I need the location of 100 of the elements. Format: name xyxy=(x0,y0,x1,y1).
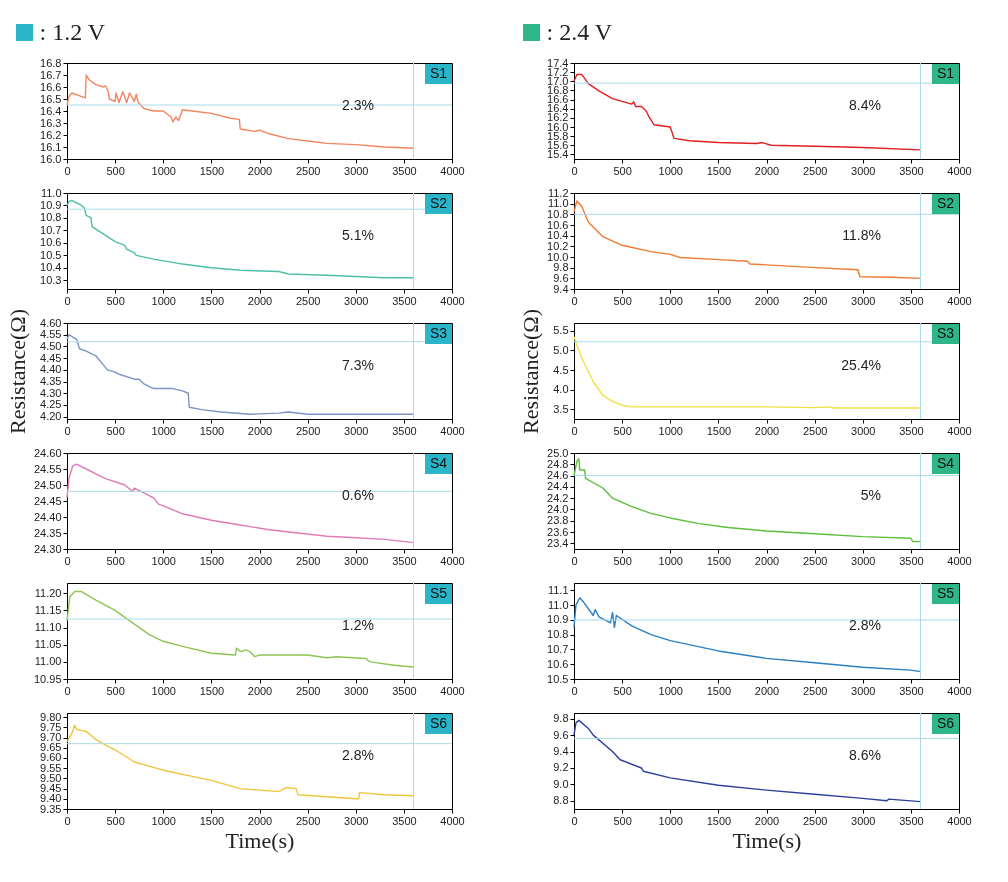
y-tick-label: 11.00 xyxy=(34,655,62,668)
y-axis-title: Resistance(Ω) xyxy=(5,308,31,435)
y-tick-label: 9.75 xyxy=(40,720,62,733)
x-tick-label: 1000 xyxy=(151,684,176,697)
y-tick-label: 10.7 xyxy=(40,223,62,236)
chart-title: : 2.4 V xyxy=(546,19,613,45)
x-tick-label: 1500 xyxy=(706,684,732,697)
x-tick-label: 2000 xyxy=(247,424,273,437)
x-tick-label: 500 xyxy=(106,814,125,827)
x-tick-label: 2500 xyxy=(802,554,828,567)
annotation: 2.8% xyxy=(342,747,374,764)
y-tick-label: 24.45 xyxy=(33,494,62,507)
y-tick-label: 11.0 xyxy=(547,197,569,210)
x-tick-label: 500 xyxy=(106,164,125,177)
y-tick-label: 11.10 xyxy=(34,621,62,634)
y-tick-label: 9.2 xyxy=(553,761,569,774)
y-tick-label: 16.6 xyxy=(40,80,62,93)
x-tick-label: 3000 xyxy=(344,294,369,307)
y-tick-label: 10.4 xyxy=(547,229,569,242)
y-tick-label: 16.1 xyxy=(40,140,62,153)
x-tick-label: 3500 xyxy=(392,814,417,827)
x-tick-label: 3000 xyxy=(344,684,369,697)
y-tick-label: 24.35 xyxy=(33,526,62,539)
x-tick-label: 500 xyxy=(613,684,632,697)
annotation: 5% xyxy=(860,487,881,504)
x-tick-label: 1500 xyxy=(199,814,225,827)
x-tick-label: 1500 xyxy=(706,814,732,827)
x-tick-label: 1000 xyxy=(151,814,176,827)
y-tick-label: 10.7 xyxy=(547,642,569,655)
x-tick-label: 3500 xyxy=(899,814,924,827)
x-tick-label: 1000 xyxy=(658,424,683,437)
x-tick-label: 4000 xyxy=(947,164,972,177)
y-tick-label: 16.4 xyxy=(40,104,62,117)
y-tick-label: 11.2 xyxy=(547,186,569,199)
annotation: 8.4% xyxy=(849,97,881,114)
x-tick-label: 3500 xyxy=(392,554,417,567)
y-tick-label: 10.6 xyxy=(40,236,62,249)
y-tick-label: 11.1 xyxy=(547,583,569,596)
x-tick-label: 500 xyxy=(106,554,125,567)
x-tick-label: 4000 xyxy=(947,294,972,307)
x-tick-label: 3000 xyxy=(344,424,369,437)
y-tick-label: 9.6 xyxy=(553,728,569,741)
x-tick-label: 3500 xyxy=(899,294,924,307)
y-tick-label: 11.0 xyxy=(40,186,62,199)
x-tick-label: 500 xyxy=(613,424,632,437)
x-tick-label: 3000 xyxy=(851,814,876,827)
annotation: 2.8% xyxy=(849,617,881,634)
y-tick-label: 16.5 xyxy=(40,92,62,105)
x-tick-label: 500 xyxy=(106,424,125,437)
y-tick-label: 4.50 xyxy=(40,339,62,352)
x-tick-label: 1000 xyxy=(658,684,683,697)
y-tick-label: 4.35 xyxy=(40,375,62,388)
x-tick-label: 4000 xyxy=(440,684,465,697)
x-tick-label: 1000 xyxy=(658,164,683,177)
annotation: 5.1% xyxy=(342,227,374,244)
y-tick-label: 10.8 xyxy=(40,211,62,224)
y-tick-label: 23.4 xyxy=(547,536,569,549)
x-tick-label: 4000 xyxy=(947,554,972,567)
y-tick-label: 10.4 xyxy=(40,261,62,274)
x-tick-label: 3000 xyxy=(344,554,369,567)
y-tick-label: 4.20 xyxy=(40,410,62,423)
x-tick-label: 4000 xyxy=(440,554,465,567)
annotation: S6 xyxy=(936,715,955,731)
y-tick-label: 10.5 xyxy=(40,248,62,261)
annotation: 11.8% xyxy=(842,227,881,244)
y-tick-label: 9.40 xyxy=(40,792,62,805)
y-tick-label: 24.50 xyxy=(33,478,62,491)
y-axis-title: Resistance(Ω) xyxy=(518,308,544,435)
x-tick-label: 1500 xyxy=(706,294,732,307)
x-tick-label: 4000 xyxy=(440,814,465,827)
x-tick-label: 2000 xyxy=(247,814,273,827)
y-tick-label: 24.2 xyxy=(547,491,569,504)
x-axis-title: Time(s) xyxy=(732,827,802,853)
x-tick-label: 1000 xyxy=(658,294,683,307)
x-tick-label: 2500 xyxy=(295,294,321,307)
y-tick-label: 10.3 xyxy=(40,273,62,286)
y-tick-label: 9.0 xyxy=(553,777,569,790)
y-tick-label: 10.6 xyxy=(547,657,569,670)
x-tick-label: 0 xyxy=(571,294,578,307)
x-tick-label: 0 xyxy=(64,294,71,307)
x-tick-label: 4000 xyxy=(440,424,465,437)
x-tick-label: 3000 xyxy=(851,684,876,697)
x-tick-label: 3000 xyxy=(851,424,876,437)
y-tick-label: 9.55 xyxy=(40,761,62,774)
x-tick-label: 1500 xyxy=(706,424,732,437)
x-tick-label: 3500 xyxy=(899,684,924,697)
x-tick-label: 500 xyxy=(106,294,125,307)
x-tick-label: 3500 xyxy=(392,424,417,437)
y-tick-label: 24.60 xyxy=(33,446,62,459)
x-tick-label: 1500 xyxy=(706,164,732,177)
annotation: 25.4% xyxy=(841,357,881,374)
y-tick-label: 24.40 xyxy=(33,510,62,523)
y-tick-label: 4.60 xyxy=(40,316,62,329)
y-tick-label: 4.30 xyxy=(40,386,62,399)
x-tick-label: 1000 xyxy=(151,164,176,177)
y-tick-label: 17.4 xyxy=(547,56,569,69)
y-tick-label: 24.30 xyxy=(33,542,62,555)
x-tick-label: 4000 xyxy=(947,814,972,827)
y-tick-label: 9.60 xyxy=(40,751,62,764)
y-tick-label: 24.6 xyxy=(547,469,569,482)
